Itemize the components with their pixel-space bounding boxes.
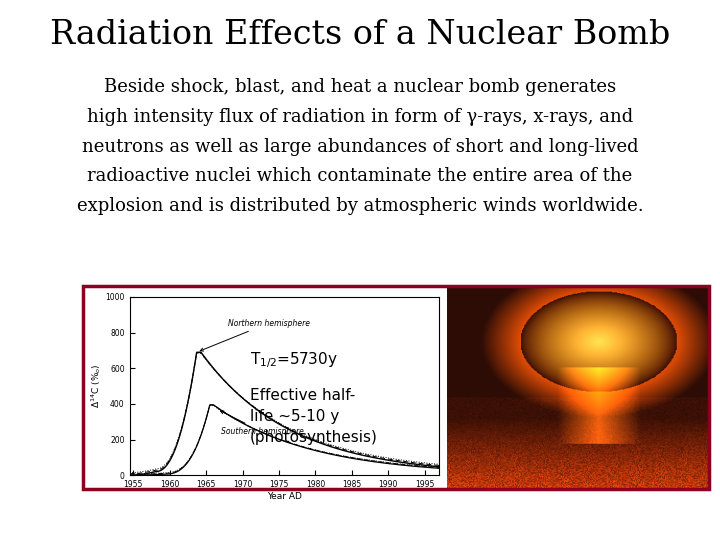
Text: Effective half-
life ~5-10 y
(photosynthesis): Effective half- life ~5-10 y (photosynth… <box>250 388 378 445</box>
Y-axis label: $\Delta^{14}$C (%$_o$): $\Delta^{14}$C (%$_o$) <box>89 364 102 408</box>
X-axis label: Year AD: Year AD <box>267 492 302 501</box>
Text: Radiation Effects of a Nuclear Bomb: Radiation Effects of a Nuclear Bomb <box>50 19 670 51</box>
Text: radioactive nuclei which contaminate the entire area of the: radioactive nuclei which contaminate the… <box>87 167 633 185</box>
Text: neutrons as well as large abundances of short and long-lived: neutrons as well as large abundances of … <box>81 138 639 156</box>
Text: high intensity flux of radiation in form of γ-rays, x-rays, and: high intensity flux of radiation in form… <box>87 108 633 126</box>
Text: Northern hemisphere: Northern hemisphere <box>200 319 310 351</box>
Text: explosion and is distributed by atmospheric winds worldwide.: explosion and is distributed by atmosphe… <box>77 197 643 215</box>
Text: Southern hemisphere: Southern hemisphere <box>220 411 304 436</box>
Text: Beside shock, blast, and heat a nuclear bomb generates: Beside shock, blast, and heat a nuclear … <box>104 78 616 96</box>
Text: T$_{1/2}$=5730y: T$_{1/2}$=5730y <box>250 350 338 370</box>
